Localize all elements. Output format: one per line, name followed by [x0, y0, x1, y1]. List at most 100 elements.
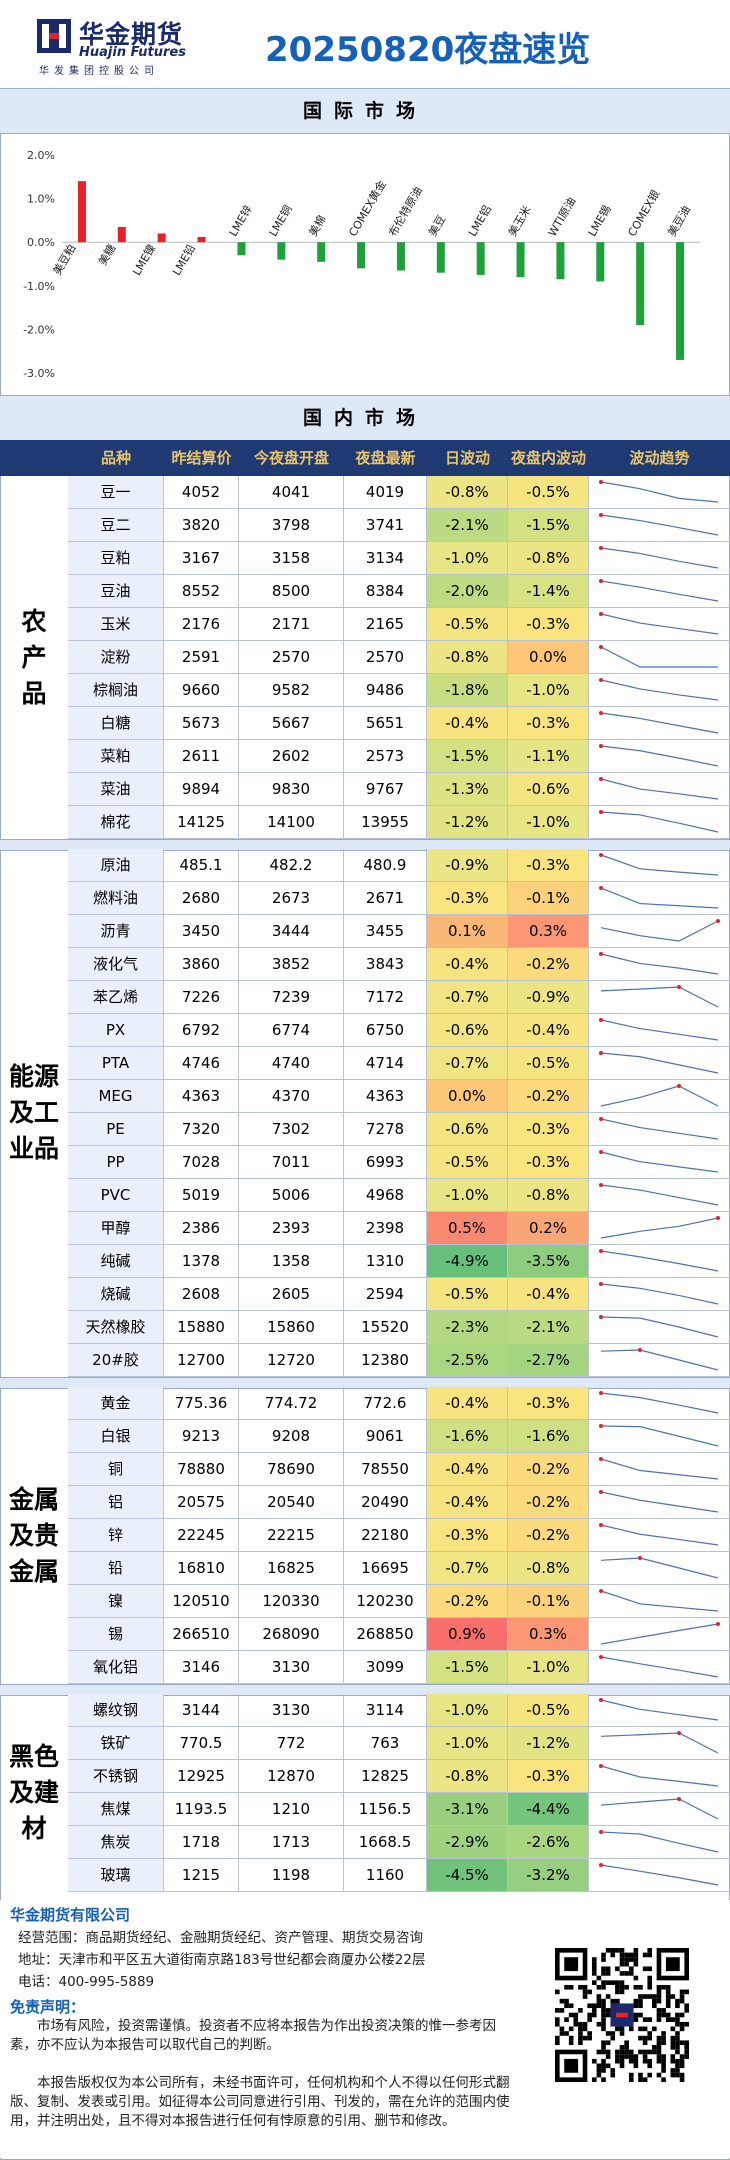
- trend-line: [600, 1349, 719, 1371]
- night-change-cell: -0.4%: [508, 1014, 589, 1047]
- latest-price-cell: 16695: [344, 1552, 427, 1585]
- trend-line: [600, 1283, 719, 1305]
- trend-sparkline: [589, 1146, 730, 1179]
- night-change-cell: -0.8%: [508, 542, 589, 575]
- daily-change-cell: 0.1%: [427, 915, 508, 948]
- latest-price-cell: 13955: [344, 806, 427, 839]
- variety-cell: 液化气: [68, 948, 164, 981]
- open-price-cell: 15860: [239, 1311, 344, 1344]
- night-change-cell: -0.8%: [508, 1552, 589, 1585]
- latest-price-cell: 3114: [344, 1694, 427, 1727]
- open-price-cell: 14100: [239, 806, 344, 839]
- bar-COMEX黄金: [357, 242, 366, 269]
- open-price-cell: 8500: [239, 575, 344, 608]
- trend-high-point: [599, 853, 603, 857]
- open-price-cell: 4740: [239, 1047, 344, 1080]
- table-row: 棕榈油 9660 9582 9486 -1.8% -1.0%: [68, 674, 730, 707]
- daily-change-cell: -3.1%: [427, 1793, 508, 1826]
- open-price-cell: 5667: [239, 707, 344, 740]
- night-change-cell: -0.2%: [508, 1453, 589, 1486]
- company-subtitle: 华发集团控股公司: [39, 66, 159, 77]
- trend-sparkline: [589, 1486, 730, 1519]
- night-change-cell: -0.5%: [508, 1047, 589, 1080]
- table-row: 菜粕 2611 2602 2573 -1.5% -1.1%: [68, 740, 730, 773]
- open-price-cell: 12720: [239, 1344, 344, 1377]
- category-label: LME镍: [129, 242, 158, 278]
- category-label: 美豆: [426, 213, 448, 239]
- daily-change-cell: -0.9%: [427, 849, 508, 882]
- trend-line: [600, 1425, 719, 1447]
- variety-cell: 豆油: [68, 575, 164, 608]
- y-tick-label: -2.0%: [23, 323, 55, 336]
- header-variety: 品种: [100, 449, 131, 467]
- table-row: 液化气 3860 3852 3843 -0.4% -0.2%: [68, 948, 730, 981]
- daily-change-cell: -2.1%: [427, 509, 508, 542]
- trend-line: [600, 514, 719, 536]
- trend-line: [600, 1831, 719, 1853]
- variety-cell: 淀粉: [68, 641, 164, 674]
- open-price-cell: 9830: [239, 773, 344, 806]
- night-change-cell: -0.6%: [508, 773, 589, 806]
- trend-sparkline: [589, 882, 730, 915]
- latest-price-cell: 4968: [344, 1179, 427, 1212]
- variety-cell: 黄金: [68, 1387, 164, 1420]
- latest-price-cell: 3134: [344, 542, 427, 575]
- settle-price-cell: 2611: [164, 740, 239, 773]
- latest-price-cell: 7172: [344, 981, 427, 1014]
- trend-line: [600, 1864, 719, 1886]
- header-settle: 昨结算价: [171, 449, 232, 467]
- settle-price-cell: 3860: [164, 948, 239, 981]
- daily-change-cell: 0.5%: [427, 1212, 508, 1245]
- footer-phone: 电话：400-995-5889: [18, 1974, 155, 1990]
- variety-cell: PVC: [68, 1179, 164, 1212]
- daily-change-cell: -0.5%: [427, 608, 508, 641]
- header-daily-change: 日波动: [444, 449, 490, 467]
- table-row: PE 7320 7302 7278 -0.6% -0.3%: [68, 1113, 730, 1146]
- open-price-cell: 3130: [239, 1694, 344, 1727]
- trend-line: [600, 778, 719, 800]
- latest-price-cell: 4019: [344, 476, 427, 509]
- trend-high-point: [716, 1622, 720, 1626]
- disclaimer-paragraph-2: 本报告版权仅为本公司所有，未经书面许可，任何机构和个人不得以任何形式翻版、复制、…: [10, 2075, 510, 2129]
- night-change-cell: -0.2%: [508, 1080, 589, 1113]
- daily-change-cell: 0.9%: [427, 1618, 508, 1651]
- trend-high-point: [599, 1391, 603, 1395]
- latest-price-cell: 1668.5: [344, 1826, 427, 1859]
- category-label: COMEX黄金: [346, 178, 389, 239]
- trend-high-point: [599, 1315, 603, 1319]
- trend-line: [600, 811, 719, 833]
- settle-price-cell: 3167: [164, 542, 239, 575]
- bar-布伦特原油: [396, 242, 405, 271]
- settle-price-cell: 7028: [164, 1146, 239, 1179]
- daily-change-cell: -0.8%: [427, 1760, 508, 1793]
- night-change-cell: -1.1%: [508, 740, 589, 773]
- daily-change-cell: -1.5%: [427, 1651, 508, 1684]
- latest-price-cell: 9486: [344, 674, 427, 707]
- settle-price-cell: 12925: [164, 1760, 239, 1793]
- trend-line: [600, 580, 719, 602]
- open-price-cell: 78690: [239, 1453, 344, 1486]
- trend-high-point: [677, 1797, 681, 1801]
- variety-cell: 20#胶: [68, 1344, 164, 1377]
- settle-price-cell: 22245: [164, 1519, 239, 1552]
- trend-sparkline: [589, 1245, 730, 1278]
- trend-sparkline: [589, 1014, 730, 1047]
- open-price-cell: 482.2: [239, 849, 344, 882]
- night-change-cell: -0.5%: [508, 476, 589, 509]
- category-label: 农产品: [21, 606, 47, 708]
- table-row: PP 7028 7011 6993 -0.5% -0.3%: [68, 1146, 730, 1179]
- disclaimer-paragraph-1: 市场有风险，投资需谨慎。投资者不应将本报告为作出投资决策的惟一参考因素，亦不应认…: [10, 2018, 496, 2053]
- trend-high-point: [599, 645, 603, 649]
- bar-LME铜: [277, 242, 286, 260]
- night-change-cell: 0.3%: [508, 915, 589, 948]
- trend-line: [600, 1250, 719, 1272]
- table-row: 苯乙烯 7226 7239 7172 -0.7% -0.9%: [68, 981, 730, 1014]
- open-price-cell: 4041: [239, 476, 344, 509]
- trend-sparkline: [589, 1727, 730, 1760]
- bar-LME锌: [237, 242, 246, 256]
- open-price-cell: 3158: [239, 542, 344, 575]
- settle-price-cell: 3820: [164, 509, 239, 542]
- trend-sparkline: [589, 1651, 730, 1684]
- variety-cell: 豆粕: [68, 542, 164, 575]
- settle-price-cell: 7320: [164, 1113, 239, 1146]
